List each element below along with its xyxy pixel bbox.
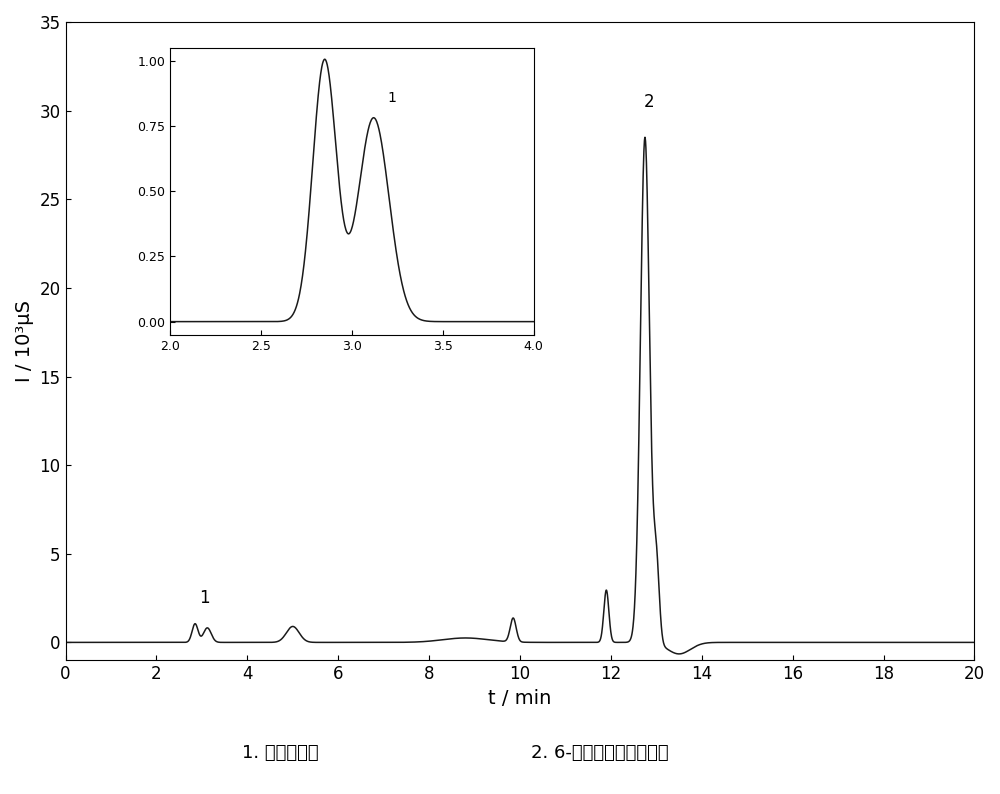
X-axis label: t / min: t / min (488, 688, 552, 707)
Text: 2: 2 (644, 93, 655, 111)
Y-axis label: I / 10³μS: I / 10³μS (15, 300, 34, 382)
Text: 1: 1 (199, 589, 209, 607)
Text: 2. 6-滑己基三甲基滑化锨: 2. 6-滑己基三甲基滑化锨 (531, 744, 669, 762)
Text: 1. 滑化六甲锨: 1. 滑化六甲锨 (242, 744, 318, 762)
